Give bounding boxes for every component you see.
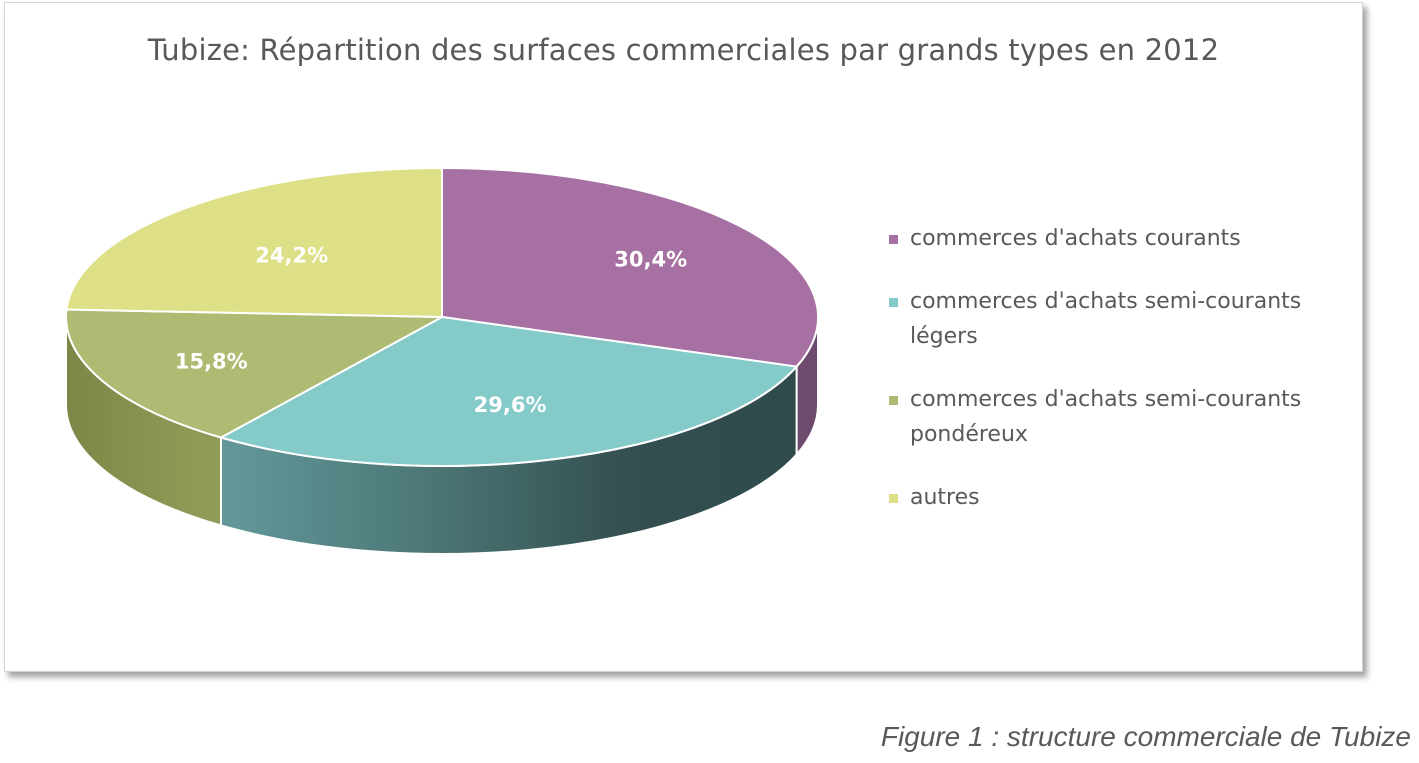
legend-swatch <box>889 494 898 503</box>
slice-data-label: 29,6% <box>474 393 547 417</box>
figure-caption: Figure 1 : structure commerciale de Tubi… <box>880 721 1411 752</box>
legend-swatch <box>889 396 898 405</box>
legend-label: commerces d'achats courants <box>910 226 1241 251</box>
pie-slice <box>441 167 820 368</box>
legend-label-continued: légers <box>910 324 978 349</box>
legend-item: autres <box>889 480 1359 515</box>
chart-area: Tubize: Répartition des surfaces commerc… <box>4 2 1363 672</box>
chart-title: Tubize: Répartition des surfaces commerc… <box>147 33 1220 67</box>
legend-item: commerces d'achats semi-courants pondére… <box>889 382 1359 452</box>
legend-item: commerces d'achats courants <box>889 221 1359 256</box>
legend-label: commerces d'achats semi-courants <box>910 289 1302 314</box>
pie-chart: 30,4% 29,6% 15,8% 24,2% <box>65 167 820 555</box>
slice-data-label: 15,8% <box>175 350 248 374</box>
legend-label-continued: pondéreux <box>910 422 1028 447</box>
legend-item: commerces d'achats semi-courants légers <box>889 284 1359 354</box>
chart-legend: commerces d'achats courants commerces d'… <box>889 221 1359 543</box>
slice-data-label: 30,4% <box>614 248 687 272</box>
pie-slice <box>65 308 443 439</box>
slice-data-label: 24,2% <box>255 243 328 267</box>
legend-label: autres <box>910 485 980 510</box>
legend-swatch <box>889 298 898 307</box>
pie-slice <box>220 316 798 467</box>
pie-slice <box>65 167 443 318</box>
legend-swatch <box>889 235 898 244</box>
legend-label: commerces d'achats semi-courants <box>910 387 1302 412</box>
